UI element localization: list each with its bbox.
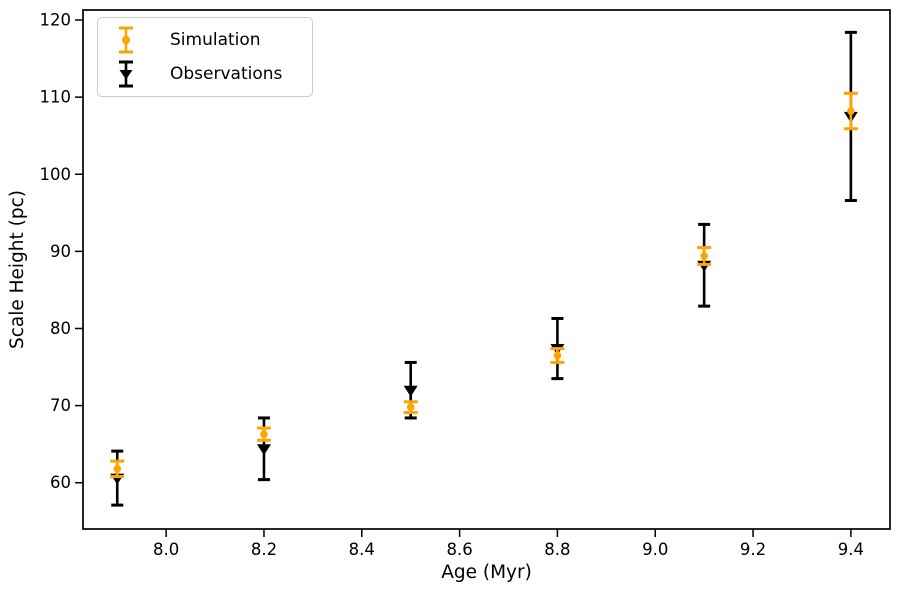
y-tick-label: 80	[50, 319, 71, 338]
x-tick-label: 8.0	[153, 540, 179, 559]
legend: Simulation Observations	[97, 17, 313, 97]
data-point-dot	[260, 430, 268, 438]
legend-label-simulation: Simulation	[170, 30, 261, 50]
y-tick-label: 110	[40, 88, 72, 107]
data-point-dot	[406, 403, 415, 411]
legend-item-observations: Observations	[114, 57, 302, 91]
errorbar-dot-icon	[119, 26, 133, 54]
y-tick-label: 120	[40, 11, 72, 30]
x-tick-label: 8.6	[446, 540, 472, 559]
x-tick-label: 9.0	[642, 540, 668, 559]
data-point-dot	[553, 351, 562, 360]
errorbar-triangle-icon	[119, 60, 133, 88]
y-tick-label: 90	[50, 242, 71, 261]
y-tick-label: 100	[40, 165, 72, 184]
data-point-triangle	[403, 385, 418, 397]
x-tick-label: 9.4	[838, 540, 864, 559]
data-point-dot	[113, 465, 122, 473]
data-point-dot	[700, 252, 708, 260]
x-tick-label: 8.4	[349, 540, 375, 559]
data-point-triangle	[256, 444, 271, 456]
data-point-dot	[847, 107, 855, 115]
x-axis-label: Age (Myr)	[441, 562, 532, 583]
x-tick-label: 9.2	[740, 540, 766, 559]
y-axis-label: Scale Height (pc)	[7, 189, 29, 350]
x-tick-label: 8.8	[544, 540, 570, 559]
x-tick-label: 8.2	[251, 540, 277, 559]
y-axis-label-box: Scale Height (pc)	[0, 10, 38, 529]
legend-item-simulation: Simulation	[114, 23, 302, 57]
legend-label-observations: Observations	[170, 64, 283, 84]
y-tick-label: 70	[50, 396, 71, 415]
y-tick-label: 60	[50, 473, 71, 492]
